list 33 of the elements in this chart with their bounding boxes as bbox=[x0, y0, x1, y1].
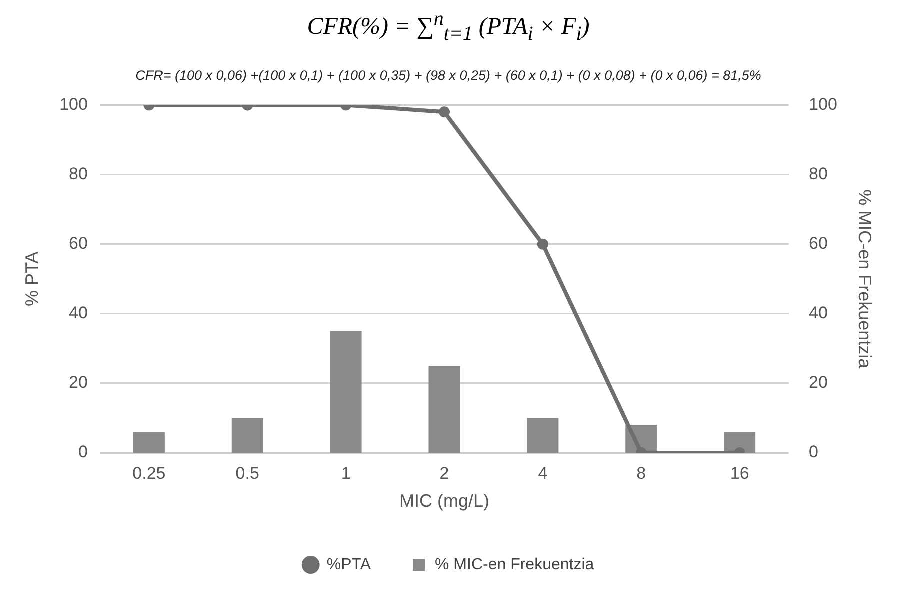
x-tick-label: 16 bbox=[730, 464, 750, 483]
y2-tick-label: 40 bbox=[809, 303, 828, 322]
x-axis-title: MIC (mg/L) bbox=[400, 490, 490, 511]
y-tick-label: 20 bbox=[69, 372, 88, 392]
y-tick-label: 100 bbox=[60, 94, 88, 114]
x-tick-label: 1 bbox=[341, 464, 351, 483]
y-tick-label: 80 bbox=[69, 164, 88, 184]
y-tick-label: 0 bbox=[78, 442, 88, 462]
y2-tick-label: 80 bbox=[809, 164, 828, 184]
y-tick-label: 40 bbox=[69, 303, 88, 322]
y2-axis-title: % MIC-en Frekuentzia bbox=[855, 189, 876, 370]
y2-tick-label: 0 bbox=[809, 442, 819, 462]
x-tick-label: 2 bbox=[440, 464, 450, 483]
bar bbox=[724, 432, 756, 453]
bar bbox=[232, 418, 264, 453]
legend-label: %PTA bbox=[326, 556, 372, 574]
y-axis-title: % PTA bbox=[22, 252, 42, 306]
point bbox=[537, 238, 548, 250]
bar bbox=[428, 366, 460, 453]
bar bbox=[527, 418, 559, 453]
x-tick-label: 4 bbox=[538, 464, 548, 483]
bar bbox=[133, 432, 165, 453]
bar bbox=[330, 331, 362, 453]
x-tick-label: 0.25 bbox=[132, 464, 166, 483]
x-tick-label: 0.5 bbox=[236, 464, 260, 483]
y-tick-label: 60 bbox=[69, 234, 88, 253]
chart-title: CFR(%) = ∑$^{n}$$_{t=1}$ (PTA$_{i}$ × F$_{i}$) bbox=[306, 8, 591, 46]
y2-tick-label: 20 bbox=[809, 372, 828, 392]
chart-subtitle: CFR= (100 x 0,06) +(100 x 0,1) + (100 x 0,35) + (98 x 0,25) + (60 x 0,1) + (0 x 0,08) + (0 x 0,06) = 81,5% bbox=[134, 68, 762, 83]
y2-tick-label: 100 bbox=[809, 94, 838, 114]
y2-tick-label: 60 bbox=[809, 234, 828, 253]
x-tick-label: 8 bbox=[636, 464, 646, 483]
legend-label: % MIC-en Frekuentzia bbox=[434, 556, 594, 574]
